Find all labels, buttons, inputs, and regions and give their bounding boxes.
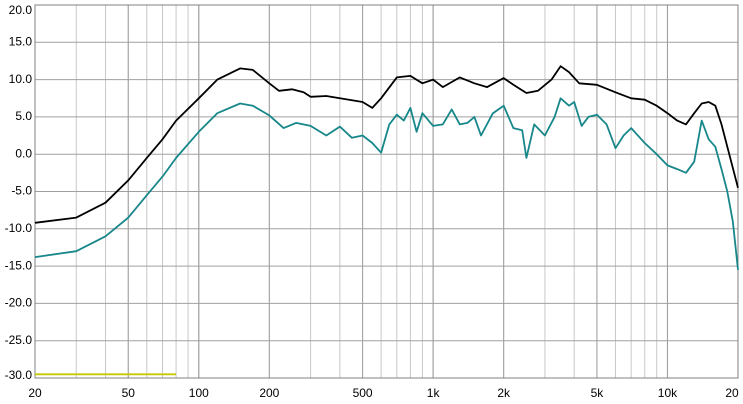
y-tick-label: 15.0 xyxy=(9,34,33,48)
y-tick-label: -25.0 xyxy=(5,333,33,347)
x-tick-label: 100 xyxy=(189,386,209,400)
y-tick-label: -30.0 xyxy=(5,368,33,382)
plot-border xyxy=(34,4,739,379)
response-line xyxy=(34,97,739,270)
y-tick-label: 10.0 xyxy=(9,72,33,86)
x-tick-label: 10k xyxy=(658,386,678,400)
response-line xyxy=(34,65,739,224)
x-tick-label: 500 xyxy=(353,386,373,400)
x-tick-label: 20 xyxy=(725,386,739,400)
y-tick-label: 0.0 xyxy=(15,146,32,160)
y-tick-label: -15.0 xyxy=(5,258,33,272)
y-tick-label: -5.0 xyxy=(11,184,32,198)
y-tick-label: -20.0 xyxy=(5,296,33,310)
y-tick-label: -10.0 xyxy=(5,221,33,235)
y-tick-label: 20.0 xyxy=(9,3,33,17)
x-tick-label: 5k xyxy=(591,386,605,400)
x-tick-label: 200 xyxy=(259,386,279,400)
x-tick-label: 20 xyxy=(28,386,42,400)
x-tick-label: 2k xyxy=(497,386,511,400)
x-tick-label: 1k xyxy=(427,386,441,400)
y-tick-label: 5.0 xyxy=(15,109,32,123)
x-tick-label: 50 xyxy=(122,386,136,400)
